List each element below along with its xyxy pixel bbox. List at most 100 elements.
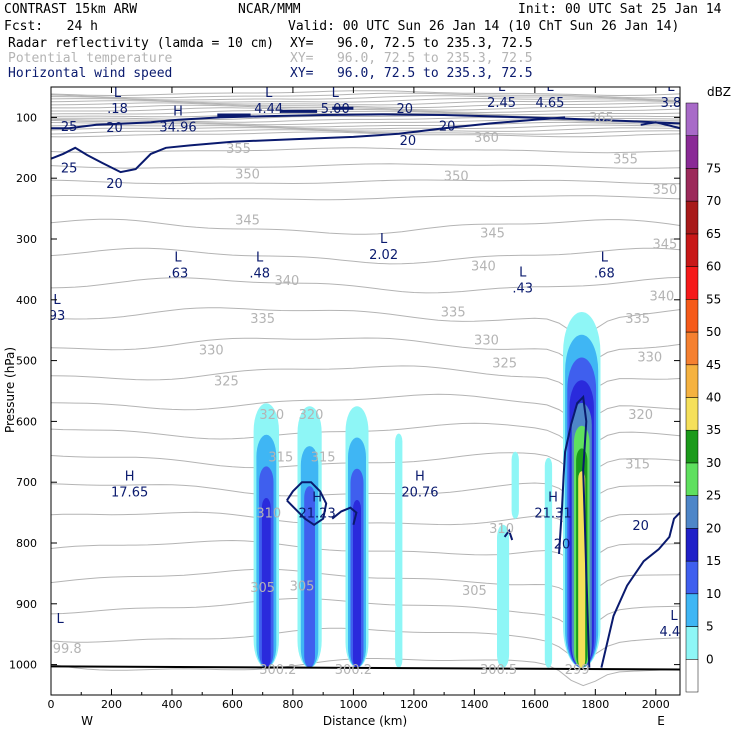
colorbar-tick-label: 60 [706,260,721,274]
reflectivity-band [578,471,586,668]
wind-contour-layer [51,106,680,671]
theta-contour-label: 299 [565,663,590,678]
theta-contour-line [51,121,680,128]
x-tick-label: 1800 [581,698,609,711]
wind-contour-label: 20 [106,121,123,136]
theta-contour-line [51,97,680,103]
colorbar-swatch [685,331,699,366]
theta-contour-line [51,102,680,109]
field-wind: Horizontal wind speed [8,66,173,81]
colorbar-swatch [685,462,699,496]
colorbar-tick-label: 45 [706,358,721,372]
colorbar-tick-label: 40 [706,391,721,405]
reflectivity-band [261,498,271,668]
y-tick-label: 400 [16,294,37,307]
theta-contour-label: 305 [462,584,487,599]
reflectivity-layer [253,312,601,668]
theta-contour-label: 320 [259,408,284,423]
theta-contour-line [51,179,680,185]
colorbar-swatch [685,102,699,136]
x-tick-label: 0 [48,698,55,711]
theta-contour-line [51,104,680,111]
theta-contour-label: 350 [652,183,677,198]
y-tick-label: 900 [16,598,37,611]
theta-contour-label: 305 [290,579,315,594]
wind-contour-line [640,121,680,130]
extremum-value: 34.96 [159,120,196,135]
extremum-marker: L [380,232,388,247]
colorbar-tick-label: 55 [706,292,721,306]
theta-contour-label: 355 [226,142,251,157]
wind-contour-label: 20 [397,102,414,117]
y-axis-label: Pressure (hPa) [3,347,17,433]
theta-contour-line [51,147,680,154]
theta-contour-label: 325 [214,374,239,389]
colorbar-tick-label: 30 [706,456,721,470]
field-reflectivity: Radar reflectivity (lamda = 10 cm) [8,36,275,51]
extremum-marker: L [601,250,609,265]
theta-contour-label: 320 [628,408,653,423]
extremum-value: .18 [107,102,128,117]
extremum-marker: L [265,86,273,101]
y-tick-label: 200 [16,172,37,185]
theta-contour-line [51,124,680,130]
colorbar-title: dBZ [707,85,731,99]
plot-frame [50,86,681,696]
theta-contour-line [51,110,680,116]
y-tick-label: 500 [16,355,37,368]
colorbar-tick-label: 65 [706,227,721,241]
colorbar-tick-label: 50 [706,325,721,339]
extremum-marker: H [312,491,322,506]
valid-time: Valid: 00 UTC Sun 26 Jan 14 (10 ChT Sun … [288,19,680,34]
extremum-marker: L [56,612,64,627]
colorbar-swatch [685,626,699,660]
reflectivity-band [497,524,510,668]
extremum-value: 4.42 [659,625,688,640]
wind-contour-line [558,394,591,668]
colorbar-swatch [685,659,699,693]
extremum-marker: L [114,86,122,101]
theta-contour-label: 330 [637,351,662,366]
surface-line [51,665,680,671]
wind-contour-label: 20 [632,519,649,534]
wind-contour-line [51,116,566,174]
colorbar-tick-label: 15 [706,554,721,568]
theta-contour-line [51,276,680,294]
extremum-marker: L [670,609,678,624]
model-title: CONTRAST 15km ARW [4,2,138,17]
colorbar-swatch [685,168,699,202]
theta-contour-line [51,127,680,132]
theta-contour-label: 300.2 [335,663,372,678]
colorbar-swatch [685,495,699,529]
theta-contour-line [51,90,680,97]
extremum-marker: L [174,250,182,265]
extremum-marker: H [548,491,558,506]
wind-contour-line [600,511,680,668]
colorbar-tick-label: 10 [706,587,721,601]
theta-contour-label: 365 [589,111,614,126]
x-tick-label: 600 [222,698,243,711]
reflectivity-band [511,451,519,519]
colorbar-tick-label: 20 [706,521,721,535]
extremum-value: 20.76 [401,485,438,500]
extremum-value: 2.02 [369,248,398,263]
extremum-marker: L [498,80,506,95]
theta-contour-label: 350 [444,169,469,184]
extremum-value: 17.65 [111,485,148,500]
wind-contour-label: 20 [439,120,456,135]
theta-contour-label: 345 [480,227,505,242]
x-tick-label: 1200 [400,698,428,711]
colorbar-swatch [685,429,699,464]
extremum-value: .48 [249,266,270,281]
extremum-value: .68 [594,266,615,281]
x-tick-label: 800 [282,698,303,711]
extremum-value: .63 [168,266,189,281]
extremum-value: 21.23 [299,507,336,522]
theta-contour-line [51,107,680,114]
extremum-value: 5.00 [321,102,350,117]
wind-contour-label: 25 [61,120,78,135]
extremum-value: 3.8 [661,96,682,111]
extremum-value: 4.65 [535,96,564,111]
extremum-marker: L [546,80,554,95]
wind-contour-label: 25 [61,162,78,177]
